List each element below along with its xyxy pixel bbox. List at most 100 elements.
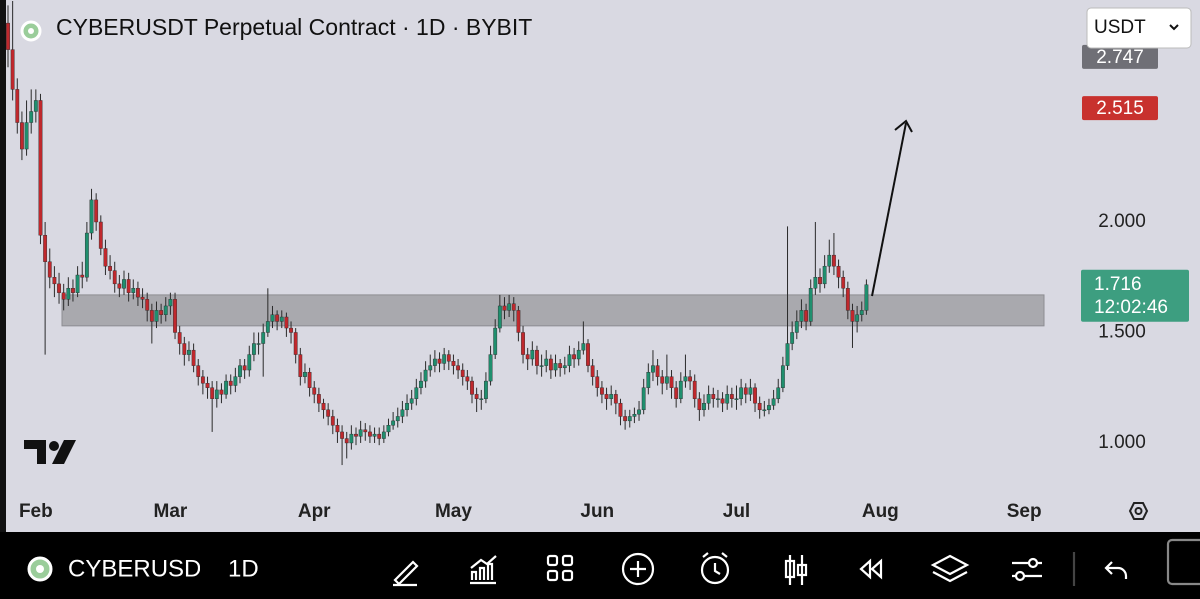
candle-body	[303, 372, 307, 377]
candle-body	[136, 288, 140, 298]
price-label-box	[1082, 96, 1158, 121]
candle-body	[289, 327, 293, 333]
x-tick-label: Feb	[19, 501, 53, 522]
undo-tool[interactable]	[1104, 561, 1128, 579]
support-zone	[61, 294, 1045, 327]
y-tick-label: 1.500	[1098, 321, 1146, 342]
candle-body	[451, 361, 456, 366]
candle-body	[126, 279, 131, 293]
candle-body	[326, 409, 331, 417]
candle-body	[293, 332, 298, 355]
candle-body	[168, 299, 173, 307]
candle-body	[256, 343, 261, 345]
candle-body	[108, 265, 112, 271]
y-tick-label: 1.000	[1098, 432, 1146, 453]
candle-body	[372, 433, 377, 437]
draw-tool[interactable]	[393, 560, 419, 587]
candle-body	[725, 394, 730, 404]
candle-body	[535, 349, 539, 366]
candle-body	[785, 343, 790, 366]
candle-body	[581, 343, 586, 351]
candle-body	[753, 387, 757, 404]
add-tool[interactable]	[621, 552, 655, 586]
currency-select[interactable]	[1086, 7, 1192, 49]
candle-body	[432, 358, 437, 366]
candle-body	[15, 89, 20, 123]
chart-type-wicks	[788, 555, 804, 585]
replay-tool[interactable]	[859, 558, 883, 580]
candle-body	[381, 431, 386, 439]
side-panel[interactable]	[1166, 538, 1200, 586]
chart-type-tool[interactable]	[784, 559, 796, 579]
candle-body	[140, 296, 145, 300]
candle-body	[692, 380, 697, 399]
candle-body	[279, 316, 284, 322]
candle-body	[80, 274, 85, 278]
arrow-head	[894, 119, 913, 133]
candle-body	[112, 270, 117, 285]
candle-body	[363, 429, 368, 433]
candle-body	[57, 283, 61, 293]
candle-body	[400, 409, 405, 417]
chart-title: CYBERUSDT Perpetual Contract · 1D · BYBI…	[56, 14, 532, 40]
candle-body	[767, 405, 771, 411]
price-label-box	[1082, 44, 1158, 69]
candle-body	[261, 332, 266, 344]
y-tick-label: 2.000	[1098, 211, 1146, 232]
candle-body	[567, 354, 572, 366]
alert-tool[interactable]	[700, 555, 730, 585]
candle-body	[818, 277, 822, 285]
gear[interactable]	[1128, 502, 1149, 520]
candle-body	[33, 100, 38, 112]
layout-tool[interactable]	[546, 554, 559, 567]
candle-body	[493, 327, 498, 355]
candle-body	[855, 314, 860, 322]
alert-hands	[702, 552, 728, 575]
layout-tool	[561, 554, 574, 567]
candle-body	[395, 416, 400, 422]
candle-body	[94, 199, 99, 223]
candle-body	[651, 365, 655, 373]
candle-body	[748, 387, 753, 395]
footer-symbol[interactable]: CYBERUSDT	[68, 555, 216, 582]
footer-interval[interactable]: 1D	[228, 555, 259, 582]
layers-tool[interactable]	[930, 554, 970, 583]
candle-body	[623, 416, 628, 422]
candle-body	[228, 380, 233, 386]
candle-body	[688, 376, 692, 382]
candle-body	[84, 232, 89, 278]
candle-body	[590, 365, 595, 377]
currency-text[interactable]: USDT	[1094, 17, 1146, 38]
candle-body	[214, 389, 219, 399]
add-plus	[630, 561, 646, 577]
candle-body	[52, 277, 57, 285]
candle-body	[191, 349, 196, 366]
candle-body	[265, 321, 270, 333]
candle-body	[163, 305, 168, 315]
candle-body	[71, 288, 75, 293]
candle-body	[618, 402, 623, 417]
candle-body	[548, 358, 553, 371]
candle-body	[790, 332, 795, 344]
x-tick-label: May	[435, 501, 472, 522]
candle-body	[340, 431, 344, 439]
indicators-tool[interactable]	[470, 555, 497, 585]
candle-body	[446, 354, 451, 362]
candle-body	[484, 380, 488, 399]
last-price: 1.716	[1094, 274, 1142, 295]
candle-body	[488, 354, 493, 382]
candle-body	[47, 261, 52, 278]
settings-icon[interactable]	[1128, 502, 1149, 520]
candle-body	[38, 100, 43, 236]
candle-body	[354, 433, 358, 437]
layout-tool	[561, 569, 574, 582]
candle-body	[609, 394, 614, 399]
candle-body	[822, 265, 827, 285]
candle-body	[646, 372, 651, 388]
candle-body	[836, 265, 841, 278]
slider-knob	[1027, 557, 1039, 569]
candle-body	[275, 314, 280, 322]
candle-body	[122, 279, 126, 289]
candle-body	[428, 365, 433, 371]
candle-body	[117, 283, 122, 289]
